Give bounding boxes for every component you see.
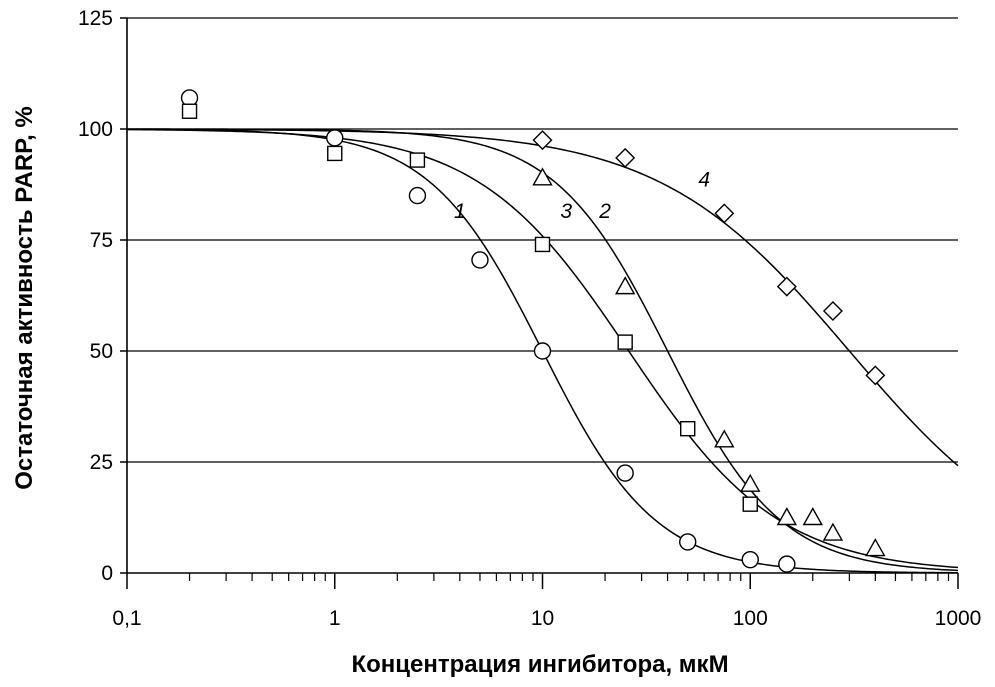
data-point-3	[617, 334, 633, 350]
y-axis-title: Остаточная активность PARP, %	[11, 106, 38, 490]
data-point-2	[614, 276, 636, 295]
x-axis-title: Концентрация ингибитора, мкМ	[351, 651, 728, 678]
y-tick-label: 0	[101, 562, 113, 585]
data-point-1	[180, 89, 199, 107]
x-tick-label: 1	[329, 607, 341, 630]
curve-labels: 1 2 3 4	[454, 169, 710, 223]
data-point-2	[532, 167, 553, 186]
data-point-2	[714, 429, 735, 448]
axes: 0 25 50 75 100 125 0,1 1 10 100 1000	[78, 7, 981, 630]
data-point-1	[408, 186, 427, 205]
data-point-3	[742, 496, 758, 512]
data-point-1	[471, 251, 489, 269]
data-point-1	[326, 129, 344, 147]
data-point-3	[409, 152, 426, 168]
data-point-1	[778, 555, 796, 573]
x-tick-label: 0,1	[112, 607, 141, 630]
curve-label-3: 3	[560, 200, 572, 223]
data-point-3	[680, 421, 696, 437]
data-points	[180, 89, 886, 573]
data-point-2	[802, 507, 823, 526]
y-tick-label: 75	[90, 229, 113, 252]
data-point-1	[616, 464, 634, 482]
curve-label-1: 1	[454, 200, 466, 223]
fit-curve-3	[126, 128, 959, 569]
y-tick-label: 125	[78, 7, 113, 30]
data-point-4	[776, 276, 797, 297]
data-point-4	[822, 301, 843, 322]
data-point-4	[615, 147, 636, 168]
y-tick-label: 50	[90, 340, 113, 363]
data-point-4	[865, 365, 886, 386]
data-point-3	[327, 145, 343, 162]
x-tick-label: 100	[733, 607, 768, 630]
data-point-1	[533, 342, 552, 360]
data-point-2	[776, 507, 798, 526]
curve-label-4: 4	[698, 169, 710, 192]
data-point-4	[714, 203, 735, 224]
x-tick-label: 1000	[935, 607, 982, 630]
curve-label-2: 2	[598, 200, 611, 223]
data-point-2	[865, 538, 886, 557]
data-point-3	[181, 103, 198, 119]
data-point-2	[740, 473, 761, 492]
data-point-2	[822, 522, 844, 541]
data-point-4	[532, 130, 553, 151]
y-tick-label: 25	[90, 451, 113, 474]
y-tick-label: 100	[78, 118, 113, 141]
data-point-1	[679, 533, 697, 551]
data-point-1	[741, 550, 759, 569]
data-point-3	[534, 236, 551, 253]
x-tick-label: 10	[531, 607, 554, 630]
